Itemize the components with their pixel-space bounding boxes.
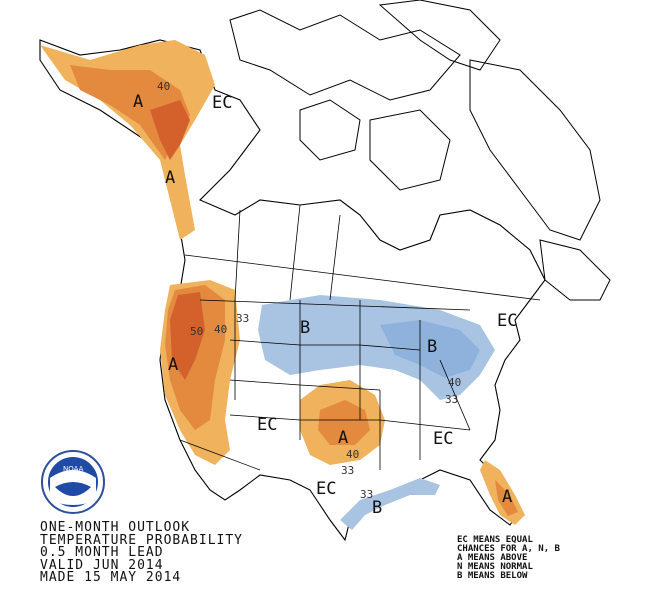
alaska-above-50	[150, 100, 190, 160]
florida-above-40	[495, 480, 518, 516]
legend-line-5: B MEANS BELOW	[457, 571, 528, 581]
outlook-caption: ONE-MONTH OUTLOOK TEMPERATURE PROBABILIT…	[40, 520, 244, 585]
svg-text:NOAA: NOAA	[63, 465, 84, 473]
legend: EC MEANS EQUAL CHANCES FOR A, N, B A MEA…	[457, 536, 560, 581]
continent-outline	[39, 39, 546, 542]
plains-33-label: 33	[341, 464, 354, 477]
greatlakes-b-label: B	[427, 337, 437, 357]
alaska-40-label: 40	[157, 80, 170, 93]
greatlakes-below-40	[380, 320, 480, 378]
noaa-logo: NOAA	[41, 450, 105, 514]
plains-above-40	[318, 400, 370, 445]
west-50-label: 50	[190, 325, 203, 338]
gulf-b-label: B	[372, 498, 382, 518]
plains-a-label: A	[338, 428, 348, 448]
legend-line-4: N MEANS NORMAL	[457, 562, 533, 572]
gulf-below-33	[340, 478, 440, 530]
gl-33-label: 33	[445, 393, 458, 406]
caption-line-3: 0.5 MONTH LEAD	[40, 545, 164, 560]
caption-line-1: ONE-MONTH OUTLOOK	[40, 520, 191, 535]
west-33-label: 33	[236, 312, 249, 325]
political-boundaries	[179, 204, 541, 471]
west-40-label: 40	[214, 323, 227, 336]
north-b-label: B	[300, 318, 310, 338]
legend-line-3: A MEANS ABOVE	[457, 553, 528, 563]
alaska-ec-label: EC	[212, 93, 232, 113]
florida-a-label: A	[502, 487, 512, 507]
south-ec-label: EC	[316, 479, 336, 499]
north-below-33	[258, 295, 495, 400]
caption-line-4: VALID JUN 2014	[40, 557, 164, 573]
gl-40-label: 40	[448, 376, 461, 389]
panhandle-a-label: A	[165, 168, 175, 188]
central-ec-label: EC	[257, 415, 277, 435]
caption-line-5: MADE 15 MAY 2014	[40, 570, 182, 585]
plains-40-label: 40	[346, 448, 359, 461]
alaska-a-label: A	[133, 92, 143, 112]
coastlines	[229, 0, 611, 301]
legend-line-2: CHANCES FOR A, N, B	[457, 544, 560, 554]
caption-line-2: TEMPERATURE PROBABILITY	[40, 532, 244, 548]
west-above-50	[170, 292, 205, 380]
gulf-33-label: 33	[360, 488, 373, 501]
se-ec-label: EC	[433, 429, 453, 449]
legend-line-1: EC MEANS EQUAL	[457, 535, 533, 545]
ne-ec-label: EC	[497, 311, 517, 331]
west-a-label: A	[168, 355, 178, 375]
